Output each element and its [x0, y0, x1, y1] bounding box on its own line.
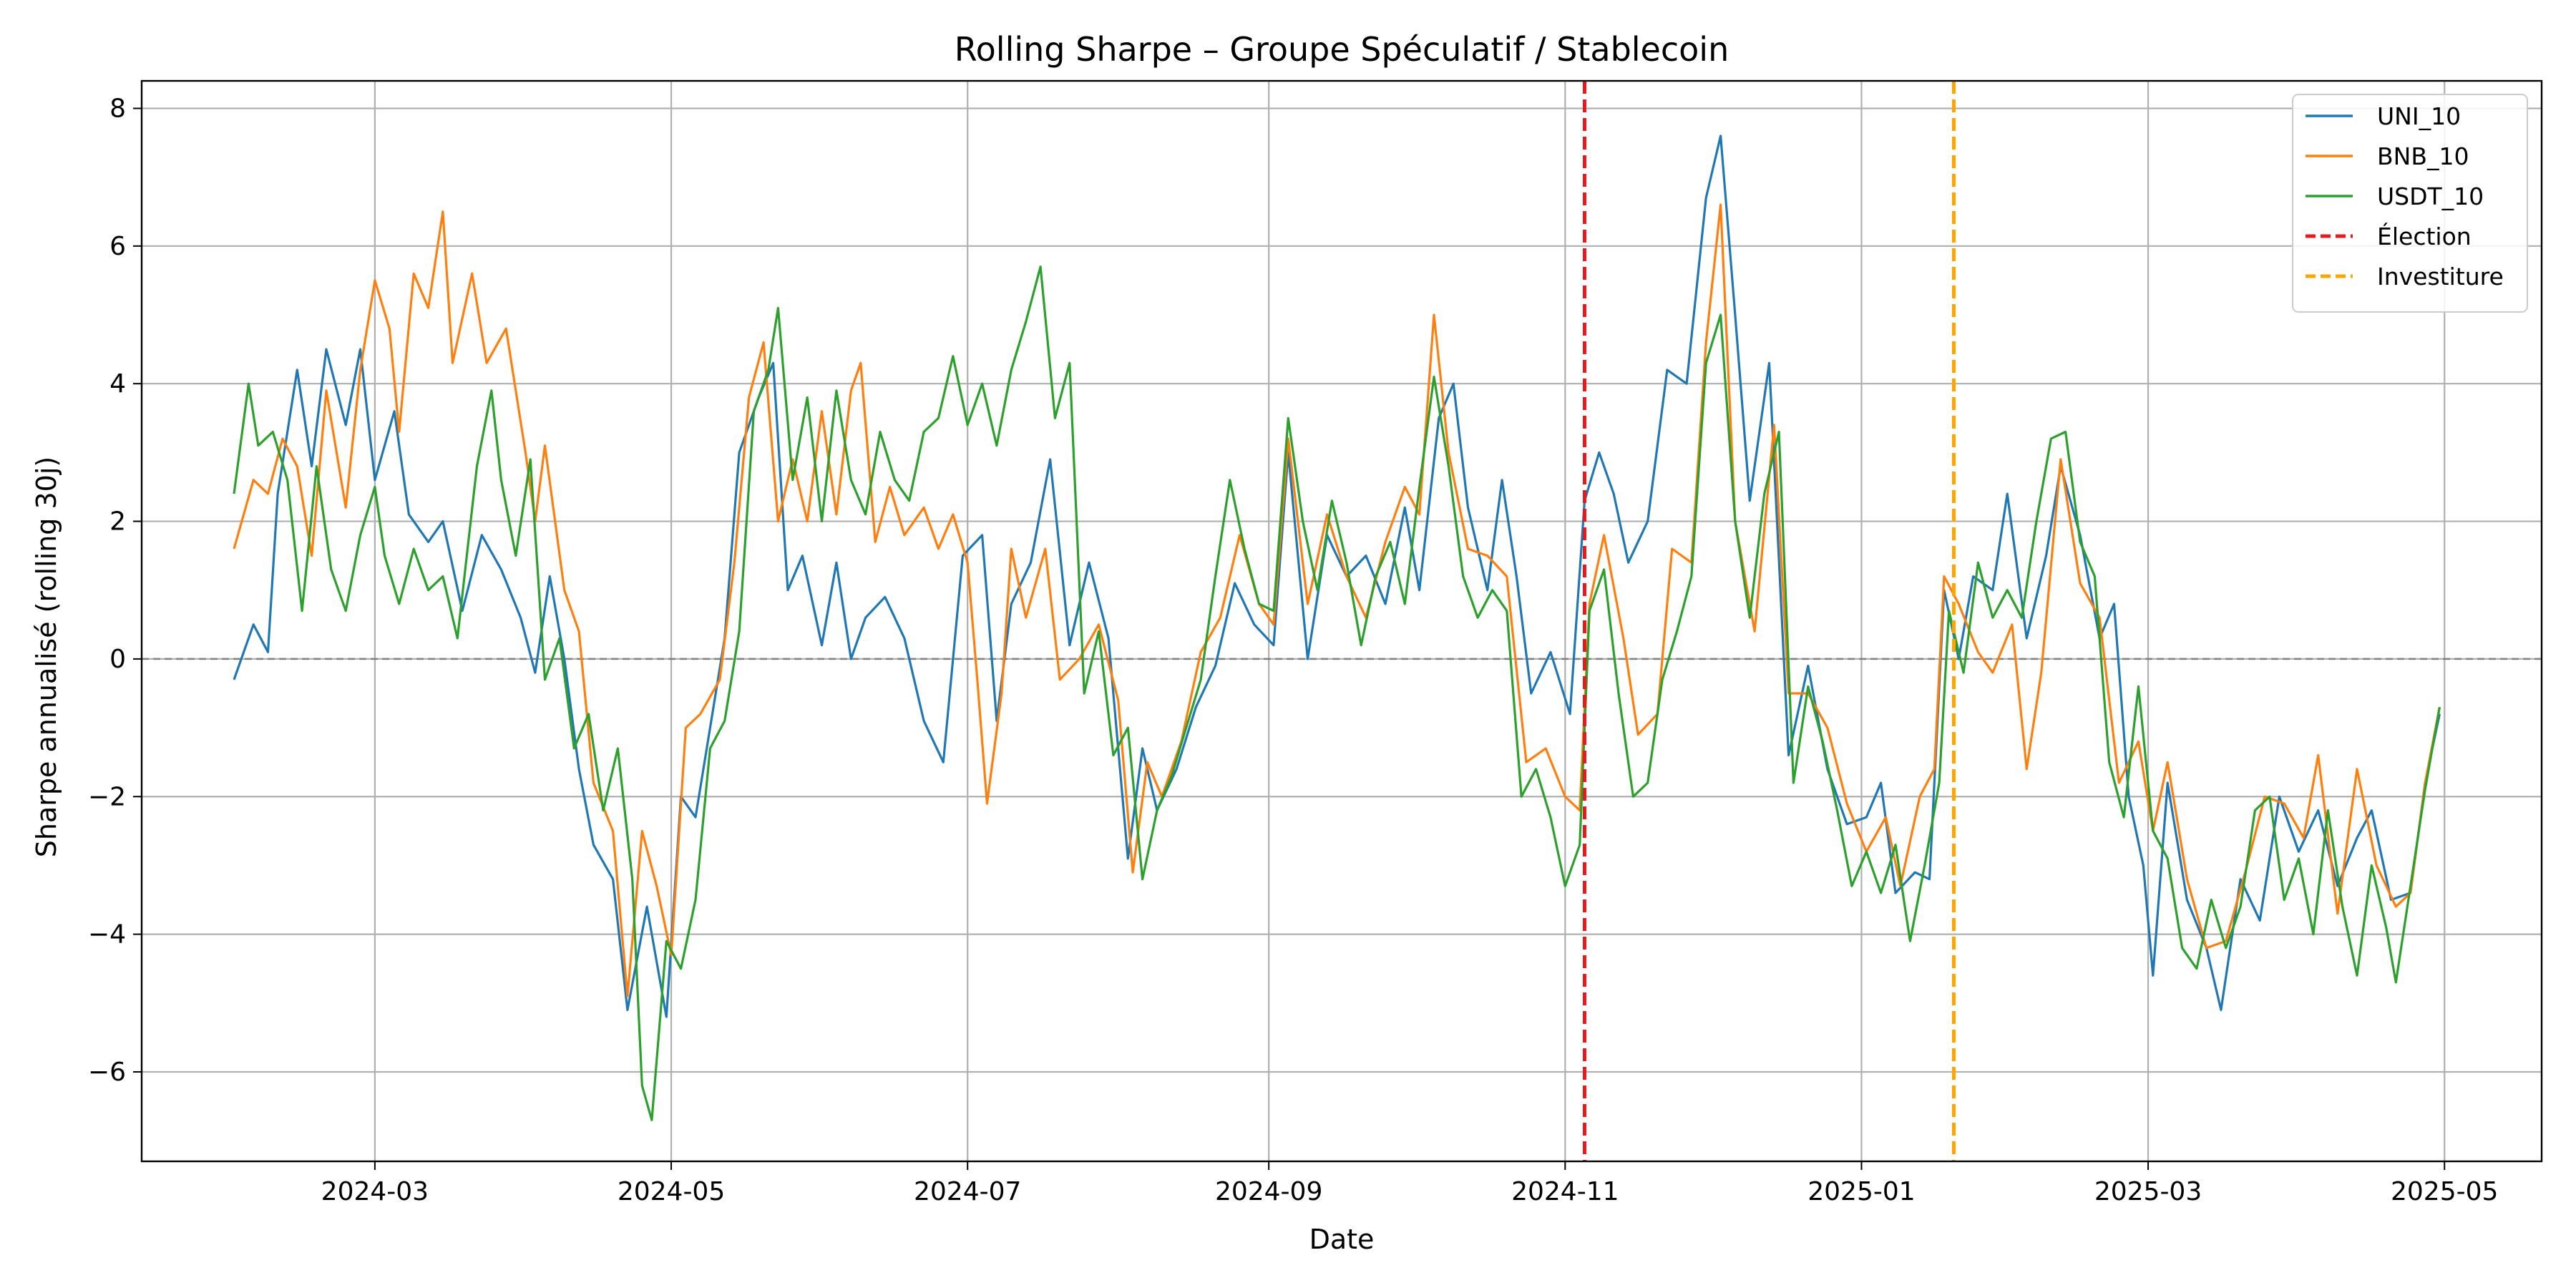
- y-tick-label: 8: [109, 94, 126, 123]
- y-tick-label: 0: [109, 645, 126, 674]
- x-tick-label: 2024-05: [618, 1177, 725, 1206]
- y-tick-label: 2: [109, 507, 126, 537]
- series-layer: [233, 81, 2441, 1161]
- y-tick-label: −2: [88, 782, 126, 811]
- x-tick-label: 2025-03: [2094, 1177, 2202, 1206]
- series-line-bnb_10: [233, 203, 2441, 997]
- series-line-uni_10: [233, 135, 2441, 1018]
- plot-frame: [140, 79, 2543, 1163]
- legend-entry: UNI_10: [2377, 102, 2461, 130]
- y-axis-label: Sharpe annualisé (rolling 30j): [31, 457, 62, 857]
- legend: UNI_10 BNB_10 USDT_10 Élection Investiture: [2292, 94, 2528, 313]
- legend-entry: Élection: [2377, 222, 2472, 250]
- x-tick-label: 2025-05: [2391, 1177, 2498, 1206]
- x-tick-label: 2024-07: [914, 1177, 1021, 1206]
- plot-area: [142, 81, 2542, 1161]
- y-tick-label: −6: [88, 1058, 126, 1087]
- legend-box: [2292, 94, 2528, 313]
- legend-entry: Investiture: [2377, 263, 2504, 291]
- series-line-usdt_10: [233, 265, 2441, 1121]
- y-tick-label: 6: [109, 232, 126, 261]
- grid-layer: [142, 81, 2542, 1161]
- x-tick-label: 2025-01: [1807, 1177, 1915, 1206]
- x-tick-label: 2024-09: [1215, 1177, 1322, 1206]
- y-tick-label: 4: [109, 369, 126, 399]
- legend-entry: BNB_10: [2377, 142, 2469, 170]
- legend-entry: USDT_10: [2377, 182, 2484, 210]
- y-tick-label: −4: [88, 920, 126, 950]
- x-tick-label: 2024-11: [1511, 1177, 1619, 1206]
- x-axis-label: Date: [1309, 1224, 1375, 1255]
- x-tick-label: 2024-03: [321, 1177, 429, 1206]
- axes-layer: 2024-03 2024-05 2024-07 2024-09 2024-11 2025-…: [88, 79, 2543, 1206]
- chart-title: Rolling Sharpe – Groupe Spéculatif / Sta…: [955, 30, 1729, 69]
